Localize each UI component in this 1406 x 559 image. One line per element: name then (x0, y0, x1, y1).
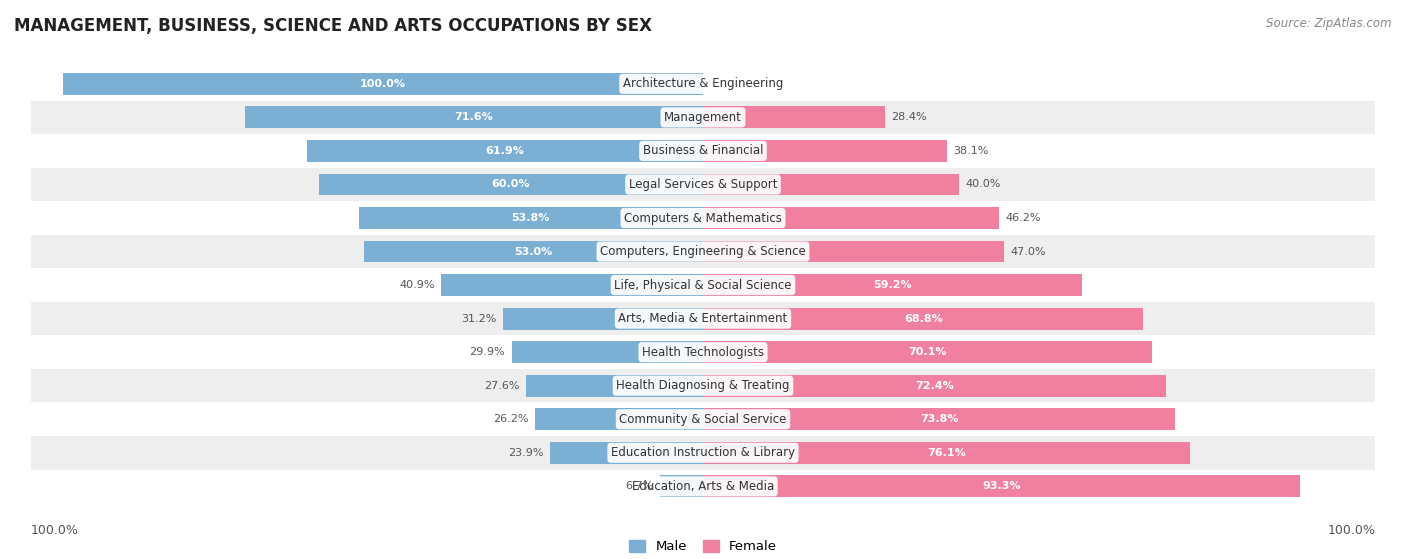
Text: 28.4%: 28.4% (891, 112, 927, 122)
Text: 100.0%: 100.0% (31, 524, 79, 537)
Bar (703, 408, 1175, 430)
Text: Business & Financial: Business & Financial (643, 144, 763, 158)
Text: Education, Arts & Media: Education, Arts & Media (631, 480, 775, 493)
Text: Community & Social Service: Community & Social Service (619, 413, 787, 426)
Text: Health Diagnosing & Treating: Health Diagnosing & Treating (616, 379, 790, 392)
Text: 70.1%: 70.1% (908, 347, 946, 357)
Text: 46.2%: 46.2% (1005, 213, 1040, 223)
Bar (31, 101, 1375, 134)
Bar (31, 402, 1375, 436)
Bar (512, 341, 703, 363)
Text: 93.3%: 93.3% (983, 481, 1021, 491)
Text: Arts, Media & Entertainment: Arts, Media & Entertainment (619, 312, 787, 325)
Bar (31, 470, 1375, 503)
Bar (359, 207, 703, 229)
Legend: Male, Female: Male, Female (628, 540, 778, 553)
Bar (441, 274, 703, 296)
Text: 23.9%: 23.9% (508, 448, 544, 458)
Bar (319, 173, 703, 195)
Text: MANAGEMENT, BUSINESS, SCIENCE AND ARTS OCCUPATIONS BY SEX: MANAGEMENT, BUSINESS, SCIENCE AND ARTS O… (14, 17, 652, 35)
Bar (526, 375, 703, 397)
Bar (703, 274, 1083, 296)
Bar (703, 106, 884, 128)
Text: Source: ZipAtlas.com: Source: ZipAtlas.com (1267, 17, 1392, 30)
Bar (31, 436, 1375, 470)
Text: Architecture & Engineering: Architecture & Engineering (623, 77, 783, 91)
Text: 59.2%: 59.2% (873, 280, 911, 290)
Bar (703, 240, 1004, 263)
Text: Life, Physical & Social Science: Life, Physical & Social Science (614, 278, 792, 292)
Text: 72.4%: 72.4% (915, 381, 955, 391)
Text: Legal Services & Support: Legal Services & Support (628, 178, 778, 191)
Text: Education Instruction & Library: Education Instruction & Library (612, 446, 794, 459)
Text: 26.2%: 26.2% (494, 414, 529, 424)
Bar (31, 369, 1375, 402)
Bar (703, 173, 959, 195)
Bar (364, 240, 703, 263)
Text: 40.9%: 40.9% (399, 280, 434, 290)
Bar (31, 67, 1375, 101)
Text: 27.6%: 27.6% (485, 381, 520, 391)
Bar (703, 140, 946, 162)
Text: 53.8%: 53.8% (512, 213, 550, 223)
Bar (31, 201, 1375, 235)
Bar (703, 307, 1143, 330)
Text: 29.9%: 29.9% (470, 347, 505, 357)
Bar (550, 442, 703, 464)
Bar (703, 375, 1167, 397)
Bar (703, 442, 1189, 464)
Bar (703, 341, 1152, 363)
Bar (31, 134, 1375, 168)
Text: 76.1%: 76.1% (927, 448, 966, 458)
Text: 73.8%: 73.8% (920, 414, 959, 424)
Text: 47.0%: 47.0% (1011, 247, 1046, 257)
Text: 100.0%: 100.0% (1327, 524, 1375, 537)
Bar (245, 106, 703, 128)
Text: 60.0%: 60.0% (492, 179, 530, 190)
Bar (503, 307, 703, 330)
Text: 31.2%: 31.2% (461, 314, 496, 324)
Bar (307, 140, 703, 162)
Bar (31, 235, 1375, 268)
Text: 38.1%: 38.1% (953, 146, 988, 156)
Text: Computers, Engineering & Science: Computers, Engineering & Science (600, 245, 806, 258)
Bar (31, 168, 1375, 201)
Bar (659, 476, 703, 498)
Text: 61.9%: 61.9% (485, 146, 524, 156)
Text: 71.6%: 71.6% (454, 112, 494, 122)
Text: 6.7%: 6.7% (626, 481, 654, 491)
Bar (31, 302, 1375, 335)
Text: 40.0%: 40.0% (966, 179, 1001, 190)
Text: Computers & Mathematics: Computers & Mathematics (624, 211, 782, 225)
Text: Management: Management (664, 111, 742, 124)
Bar (31, 268, 1375, 302)
Bar (63, 73, 703, 94)
Bar (703, 207, 998, 229)
Text: 68.8%: 68.8% (904, 314, 942, 324)
Text: 100.0%: 100.0% (360, 79, 406, 89)
Text: Health Technologists: Health Technologists (643, 345, 763, 359)
Bar (536, 408, 703, 430)
Text: 53.0%: 53.0% (515, 247, 553, 257)
Bar (31, 335, 1375, 369)
Bar (703, 476, 1301, 498)
